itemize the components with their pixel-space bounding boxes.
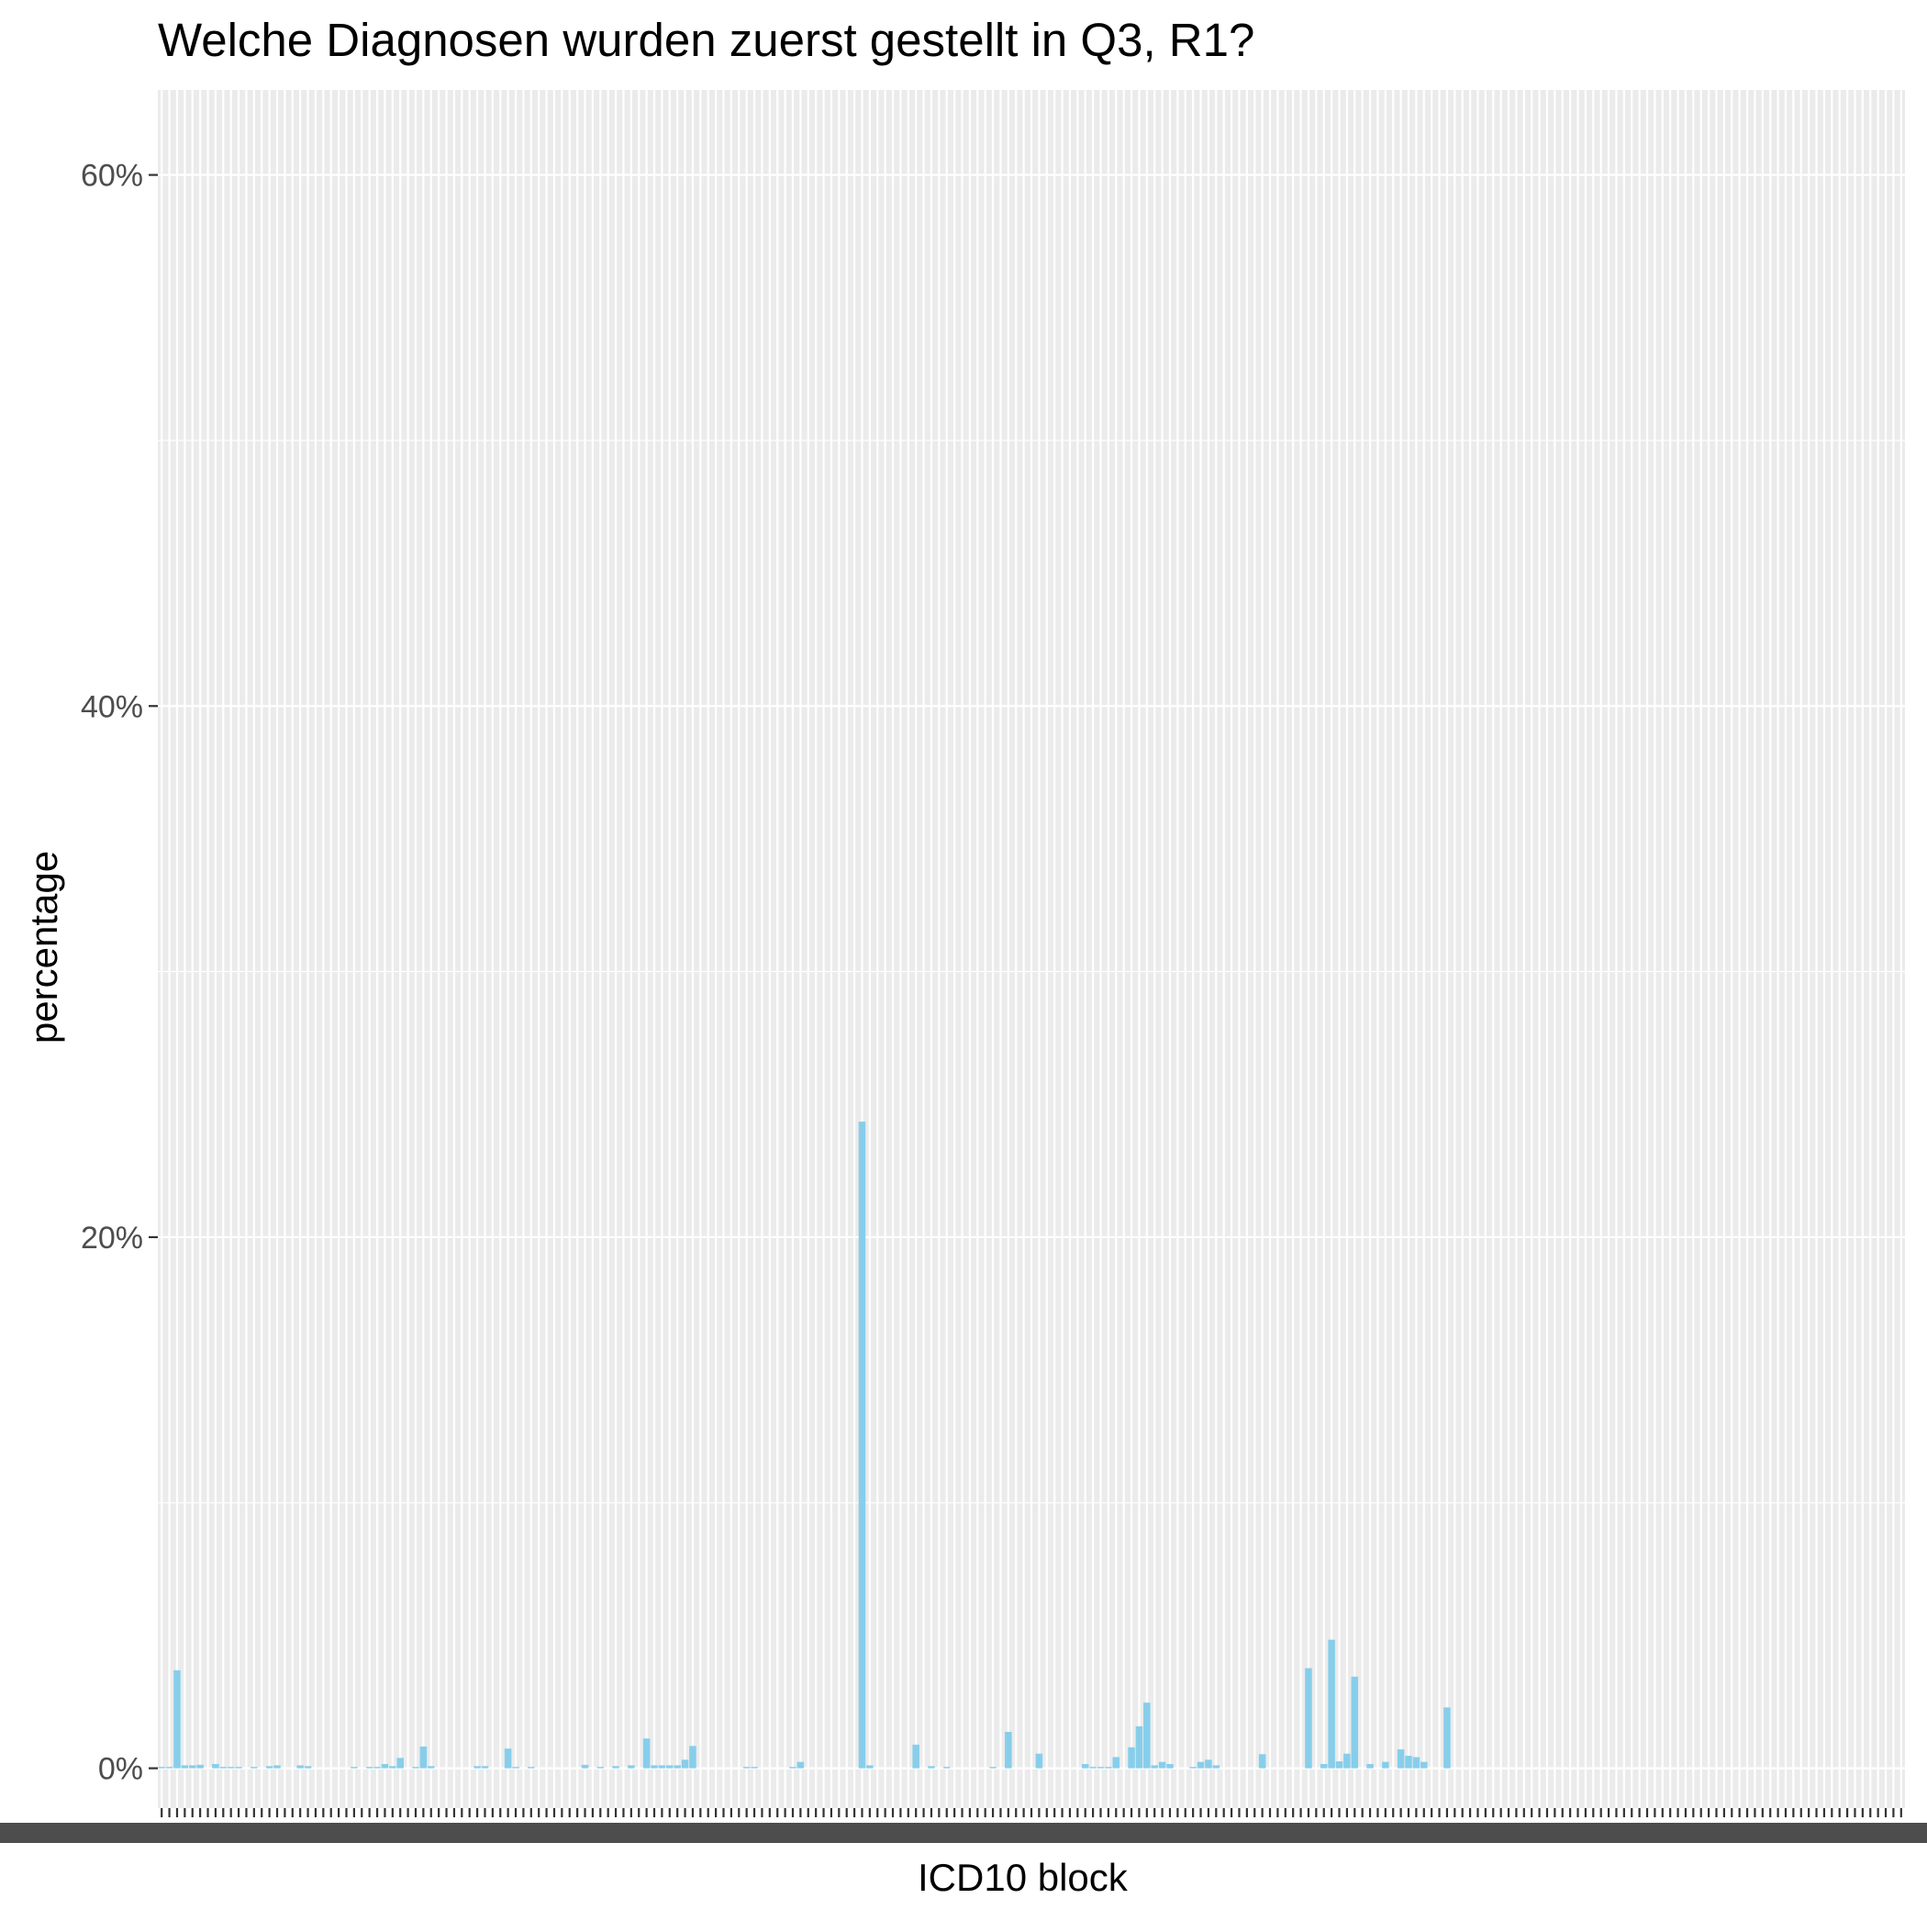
bar (1335, 1761, 1343, 1769)
bar (273, 1765, 281, 1769)
bar (473, 1766, 481, 1769)
bar (1305, 1668, 1312, 1769)
bar (1097, 1767, 1105, 1769)
y-tick-label: 60% (81, 159, 143, 194)
bar (751, 1767, 758, 1769)
bar (1151, 1765, 1158, 1769)
bar (658, 1765, 666, 1769)
bar (1320, 1763, 1328, 1769)
bar (1397, 1749, 1405, 1769)
bar (481, 1766, 489, 1769)
bar (173, 1670, 181, 1769)
bar (365, 1767, 373, 1769)
bar (419, 1746, 428, 1769)
bar (1405, 1756, 1412, 1769)
bar (1443, 1707, 1451, 1769)
bar (1258, 1754, 1266, 1769)
bar (1351, 1676, 1359, 1769)
bar (427, 1766, 435, 1769)
bar (674, 1765, 681, 1769)
x-axis (0, 1808, 1927, 1843)
bar (1112, 1757, 1120, 1769)
y-tick-label: 40% (81, 689, 143, 724)
bar (412, 1767, 419, 1769)
bar (389, 1766, 396, 1769)
bar (1158, 1761, 1166, 1769)
bar (858, 1122, 866, 1769)
bar (1343, 1753, 1351, 1769)
bar (1205, 1759, 1212, 1769)
bar (181, 1765, 189, 1769)
bar (596, 1767, 605, 1769)
bar (1420, 1761, 1428, 1769)
bar (942, 1767, 951, 1769)
bar (742, 1767, 751, 1769)
bar (1128, 1747, 1135, 1769)
bar (1166, 1763, 1174, 1769)
bar (796, 1761, 805, 1769)
bar (866, 1765, 874, 1769)
bar (196, 1764, 204, 1769)
bar (666, 1765, 674, 1769)
bar (219, 1767, 228, 1769)
bar (504, 1748, 512, 1769)
bar (165, 1767, 173, 1769)
bar (989, 1767, 997, 1769)
bar (296, 1765, 304, 1769)
bar (158, 1767, 165, 1769)
bar (251, 1767, 258, 1769)
bar (1089, 1767, 1097, 1769)
bar (789, 1767, 796, 1769)
bar (351, 1767, 358, 1769)
bar (928, 1766, 935, 1769)
grid (158, 90, 1905, 1808)
y-axis: 0% 20% 40% 60% (81, 159, 158, 1787)
bar (612, 1766, 619, 1769)
bar (381, 1763, 389, 1769)
y-tick-label: 0% (98, 1752, 143, 1787)
bar (1005, 1731, 1012, 1769)
y-tick-label: 20% (81, 1221, 143, 1256)
x-tick-labels-overplotted (0, 1823, 1927, 1843)
bar (912, 1744, 919, 1769)
chart-title: Welche Diagnosen wurden zuerst gestellt … (158, 14, 1255, 66)
bar (212, 1763, 219, 1769)
bar (1366, 1763, 1374, 1769)
bar (1189, 1767, 1197, 1769)
bar (1135, 1725, 1143, 1769)
bar (265, 1766, 273, 1769)
bar (396, 1758, 404, 1769)
bar (1143, 1703, 1151, 1769)
bar (373, 1767, 381, 1769)
bar (227, 1767, 235, 1769)
bar (528, 1767, 535, 1769)
bar (1328, 1639, 1335, 1769)
bar (1197, 1761, 1205, 1769)
bar (1382, 1761, 1389, 1769)
bar (651, 1765, 658, 1769)
bar (642, 1738, 651, 1769)
x-axis-title: ICD10 block (918, 1856, 1128, 1899)
bar (512, 1767, 519, 1769)
bar (1412, 1757, 1420, 1769)
bars (158, 1122, 1451, 1769)
bar (628, 1765, 635, 1769)
bar (1081, 1763, 1089, 1769)
bar (1212, 1765, 1220, 1769)
bar (689, 1746, 696, 1769)
bar (581, 1764, 589, 1769)
bar (235, 1767, 242, 1769)
bar (304, 1766, 312, 1769)
bar (1035, 1753, 1043, 1769)
y-axis-title: percentage (22, 850, 65, 1044)
bar (1105, 1767, 1112, 1769)
bar (681, 1759, 689, 1769)
bar (188, 1765, 196, 1769)
